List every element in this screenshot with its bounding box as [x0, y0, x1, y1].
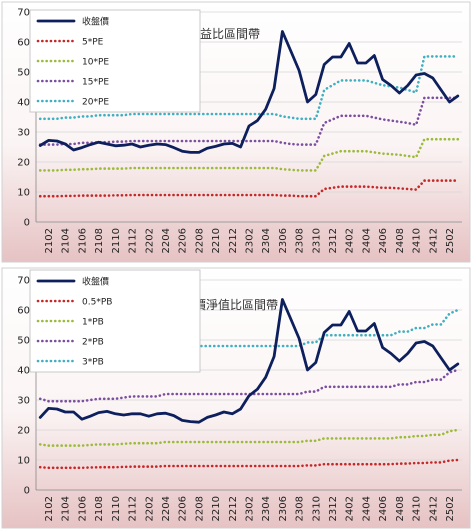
x-tick-label: 2406 [378, 496, 389, 521]
x-tick-label: 2406 [378, 228, 389, 253]
series-line [38, 30, 460, 154]
x-tick-label: 2108 [94, 228, 105, 253]
x-tick-label: 2408 [395, 228, 406, 253]
x-tick-label: 2312 [328, 496, 339, 521]
x-tick-label: 2410 [412, 228, 423, 253]
pb-band-chart: 0 10 20 30 40 50 60 70 2102 2104 2106 2108 2110 2112 2… [1, 267, 471, 529]
x-tick-label: 2204 [161, 496, 172, 521]
x-tick-label: 2412 [428, 228, 439, 253]
series-line [38, 179, 460, 198]
legend-entry: 15*PE [82, 78, 109, 88]
x-tick-label: 2308 [295, 228, 306, 253]
x-tick-label: 2412 [428, 496, 439, 521]
x-tick-label: 2202 [144, 496, 155, 521]
legend-entry: 10*PE [82, 58, 109, 68]
series-line [38, 298, 460, 424]
chart-title: 本益比區間帶 [188, 27, 260, 41]
x-tick-label: 2404 [361, 496, 372, 521]
x-tick-label: 2404 [361, 228, 372, 253]
y-tick-label: 60 [17, 306, 30, 317]
series-line [38, 308, 460, 359]
y-tick-label: 70 [17, 8, 30, 19]
x-tick-label: 2102 [44, 228, 55, 253]
y-tick-label: 30 [17, 396, 30, 407]
x-tick-label: 2408 [395, 496, 406, 521]
legend-entry: 收盤價 [82, 276, 109, 288]
legend-entry: 2*PB [82, 338, 104, 348]
legend-entry: 0.5*PB [82, 298, 112, 308]
x-tick-label: 2112 [128, 228, 139, 253]
x-tick-label: 2502 [445, 496, 456, 521]
x-tick-label: 2310 [311, 496, 322, 521]
x-tick-label: 2110 [111, 496, 122, 521]
series-line [38, 96, 460, 146]
chart-title: 股價淨值比區間帶 [182, 297, 278, 312]
series-line [38, 55, 460, 121]
x-tick-label: 2106 [77, 228, 88, 253]
x-tick-label: 2312 [328, 228, 339, 253]
y-tick-label: 40 [17, 366, 30, 377]
y-tick-label: 60 [17, 38, 30, 49]
series-line [38, 428, 460, 447]
x-tick-label: 2202 [144, 228, 155, 253]
x-tick-label: 2402 [345, 228, 356, 253]
x-tick-label: 2402 [345, 496, 356, 521]
x-tick-label: 2206 [178, 496, 189, 521]
x-tick-label: 2410 [412, 496, 423, 521]
x-tick-label: 2302 [245, 496, 256, 521]
x-tick-label: 2110 [111, 228, 122, 253]
y-tick-label: 0 [24, 486, 30, 497]
x-tick-label: 2306 [278, 228, 289, 253]
x-tick-label: 2208 [194, 228, 205, 253]
x-tick-label: 2302 [245, 228, 256, 253]
x-tick-label: 2208 [194, 496, 205, 521]
x-tick-label: 2212 [228, 496, 239, 521]
x-tick-label: 2502 [445, 228, 456, 253]
y-tick-label: 0 [24, 218, 30, 229]
x-tick-label: 2210 [211, 228, 222, 253]
x-tick-label: 2310 [311, 228, 322, 253]
y-tick-label: 50 [17, 68, 30, 79]
y-tick-label: 20 [17, 426, 30, 437]
x-tick-label: 2104 [61, 228, 72, 253]
x-tick-label: 2102 [44, 496, 55, 521]
x-tick-label: 2304 [261, 496, 272, 521]
y-tick-label: 10 [17, 456, 30, 467]
x-tick-label: 2204 [161, 228, 172, 253]
legend-entry: 20*PE [82, 98, 109, 108]
y-tick-label: 70 [17, 276, 30, 287]
series-line [38, 458, 460, 470]
x-tick-label: 2108 [94, 496, 105, 521]
y-tick-label: 50 [17, 336, 30, 347]
y-tick-label: 30 [17, 128, 30, 139]
x-tick-label: 2304 [261, 228, 272, 253]
x-tick-label: 2206 [178, 228, 189, 253]
x-tick-label: 2104 [61, 496, 72, 521]
x-tick-label: 2212 [228, 228, 239, 253]
y-tick-label: 10 [17, 188, 30, 199]
series-line [38, 368, 460, 403]
legend-entry: 收盤價 [82, 16, 109, 28]
x-tick-label: 2210 [211, 496, 222, 521]
legend-entry: 1*PB [82, 318, 104, 328]
legend-entry: 3*PB [82, 358, 104, 368]
x-tick-label: 2112 [128, 496, 139, 521]
x-tick-label: 2106 [77, 496, 88, 521]
y-tick-label: 20 [17, 158, 30, 169]
legend-entry: 5*PE [82, 38, 104, 48]
x-tick-label: 2308 [295, 496, 306, 521]
pe-band-chart: 0 10 20 30 40 50 60 70 2102 2104 2106 2108 2110 2112 2… [1, 1, 471, 263]
series-line [38, 137, 460, 172]
x-tick-label: 2306 [278, 496, 289, 521]
y-tick-label: 40 [17, 98, 30, 109]
